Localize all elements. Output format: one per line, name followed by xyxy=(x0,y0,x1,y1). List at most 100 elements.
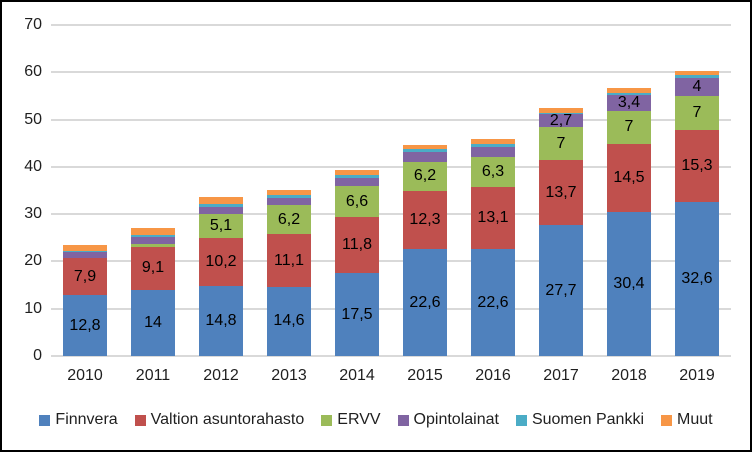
bar-column-2019: 32,6 15,3 7 4 xyxy=(675,70,719,356)
data-label: 14,8 xyxy=(205,312,237,330)
data-label: 13,1 xyxy=(477,209,509,227)
bar-segment-ervv-2012: 5,1 xyxy=(199,213,243,238)
bar-column-2010: 12,8 7,9 xyxy=(63,245,107,356)
bar-segment-suomen-pankki-2013 xyxy=(267,194,311,198)
data-label: 14,6 xyxy=(273,312,305,330)
x-tick-label-2012: 2012 xyxy=(203,367,239,384)
y-tick-label-10: 10 xyxy=(24,299,42,317)
legend-label: Opintolainat xyxy=(413,411,499,428)
legend-label: Finnvera xyxy=(55,411,118,428)
bar-segment-finnvera-2010: 12,8 xyxy=(63,295,107,356)
bar-segment-valtion-asuntorahasto-2012: 10,2 xyxy=(199,237,243,287)
x-tick-label-2011: 2011 xyxy=(135,367,171,384)
bar-segment-muut-2012 xyxy=(199,197,243,204)
bar-segment-muut-2013 xyxy=(267,190,311,195)
bar-segment-opintolainat-2015 xyxy=(403,152,447,162)
x-tick-label-2018: 2018 xyxy=(611,367,647,384)
x-tick-label-2017: 2017 xyxy=(543,367,579,384)
y-tick-label-50: 50 xyxy=(24,110,42,128)
bar-segment-valtion-asuntorahasto-2017: 13,7 xyxy=(539,160,583,226)
bar-column-2013: 14,6 11,1 6,2 xyxy=(267,190,311,356)
data-label: 30,4 xyxy=(613,275,645,293)
bar-segment-finnvera-2016: 22,6 xyxy=(471,249,515,356)
bar-segment-opintolainat-2012 xyxy=(199,206,243,214)
data-label: 6,2 xyxy=(413,167,437,185)
gridline-20 xyxy=(51,260,731,263)
data-label: 2,7 xyxy=(549,111,573,129)
data-label: 4 xyxy=(692,77,702,95)
gridline-50 xyxy=(51,118,731,121)
bar-segment-opintolainat-2019: 4 xyxy=(675,77,719,97)
bar-segment-ervv-2016: 6,3 xyxy=(471,157,515,188)
legend-swatch-icon xyxy=(397,414,409,426)
bar-segment-suomen-pankki-2014 xyxy=(335,174,379,178)
data-label: 7 xyxy=(624,118,634,136)
x-tick-label-2014: 2014 xyxy=(339,367,375,384)
legend-item-muut: Muut xyxy=(661,411,713,429)
data-label: 15,3 xyxy=(681,156,713,174)
y-tick-label-60: 60 xyxy=(24,63,42,81)
bar-column-2017: 27,7 13,7 7 2,7 xyxy=(539,108,583,356)
legend-label: Muut xyxy=(677,411,713,428)
data-label: 14 xyxy=(144,313,162,331)
bar-segment-muut-2018 xyxy=(607,88,651,93)
bar-segment-opintolainat-2018: 3,4 xyxy=(607,93,651,111)
bar-segment-finnvera-2014: 17,5 xyxy=(335,273,379,356)
bar-segment-ervv-2018: 7 xyxy=(607,110,651,144)
data-label: 11,1 xyxy=(274,251,304,269)
bar-segment-suomen-pankki-2011 xyxy=(131,234,175,238)
bar-segment-valtion-asuntorahasto-2015: 12,3 xyxy=(403,190,447,250)
data-label: 13,7 xyxy=(545,183,577,201)
bar-segment-muut-2014 xyxy=(335,170,379,175)
bar-segment-muut-2010 xyxy=(63,245,107,251)
legend-swatch-icon xyxy=(321,414,333,426)
legend-label: Valtion asuntorahasto xyxy=(150,411,305,428)
bar-segment-suomen-pankki-2012 xyxy=(199,203,243,207)
gridline-30 xyxy=(51,213,731,216)
bar-segment-valtion-asuntorahasto-2010: 7,9 xyxy=(63,258,107,296)
legend-item-finnvera: Finnvera xyxy=(39,411,118,429)
bar-segment-muut-2019 xyxy=(675,70,719,75)
x-tick-label-2010: 2010 xyxy=(67,367,103,384)
bar-column-2016: 22,6 13,1 6,3 xyxy=(471,139,515,356)
y-tick-label-40: 40 xyxy=(24,157,42,175)
legend-swatch-icon xyxy=(515,414,527,426)
bar-segment-suomen-pankki-2010 xyxy=(63,250,107,252)
bar-segment-suomen-pankki-2019 xyxy=(675,74,719,78)
bar-segment-finnvera-2011: 14 xyxy=(131,289,175,356)
data-label: 10,2 xyxy=(205,252,237,270)
legend-label: Suomen Pankki xyxy=(531,411,644,428)
gridline-40 xyxy=(51,165,731,168)
legend-item-opintolainat: Opintolainat xyxy=(397,411,499,429)
gridline-10 xyxy=(51,307,731,310)
legend-swatch-icon xyxy=(134,414,146,426)
data-label: 12,8 xyxy=(69,316,101,334)
data-label: 7,9 xyxy=(73,267,97,285)
bar-column-2018: 30,4 14,5 7 3,4 xyxy=(607,88,651,356)
legend-item-suomen-pankki: Suomen Pankki xyxy=(515,411,644,429)
data-label: 3,4 xyxy=(617,93,641,111)
legend: Finnvera Valtion asuntorahasto ERVV Opintol… xyxy=(2,411,750,429)
data-label: 14,5 xyxy=(613,168,645,186)
bar-segment-valtion-asuntorahasto-2011: 9,1 xyxy=(131,246,175,290)
legend-swatch-icon xyxy=(661,414,672,426)
bar-segment-finnvera-2019: 32,6 xyxy=(675,201,719,356)
bar-segment-opintolainat-2017: 2,7 xyxy=(539,111,583,129)
bar-segment-finnvera-2015: 22,6 xyxy=(403,249,447,356)
bar-segment-finnvera-2017: 27,7 xyxy=(539,225,583,356)
gridline-60 xyxy=(51,71,731,74)
data-label: 6,2 xyxy=(277,210,301,228)
data-label: 12,3 xyxy=(409,211,441,229)
gridline-70 xyxy=(51,24,731,26)
legend-item-valtion-asuntorahasto: Valtion asuntorahasto xyxy=(134,411,305,429)
bar-segment-muut-2015 xyxy=(403,144,447,150)
x-tick-label-2015: 2015 xyxy=(407,367,443,384)
bar-segment-opintolainat-2016 xyxy=(471,146,515,158)
x-tick-label-2013: 2013 xyxy=(271,367,307,384)
y-tick-label-20: 20 xyxy=(24,252,42,270)
bar-segment-valtion-asuntorahasto-2013: 11,1 xyxy=(267,234,311,287)
bar-segment-valtion-asuntorahasto-2018: 14,5 xyxy=(607,143,651,213)
legend-item-ervv: ERVV xyxy=(321,411,381,429)
bar-segment-finnvera-2013: 14,6 xyxy=(267,286,311,356)
bar-segment-valtion-asuntorahasto-2016: 13,1 xyxy=(471,187,515,250)
